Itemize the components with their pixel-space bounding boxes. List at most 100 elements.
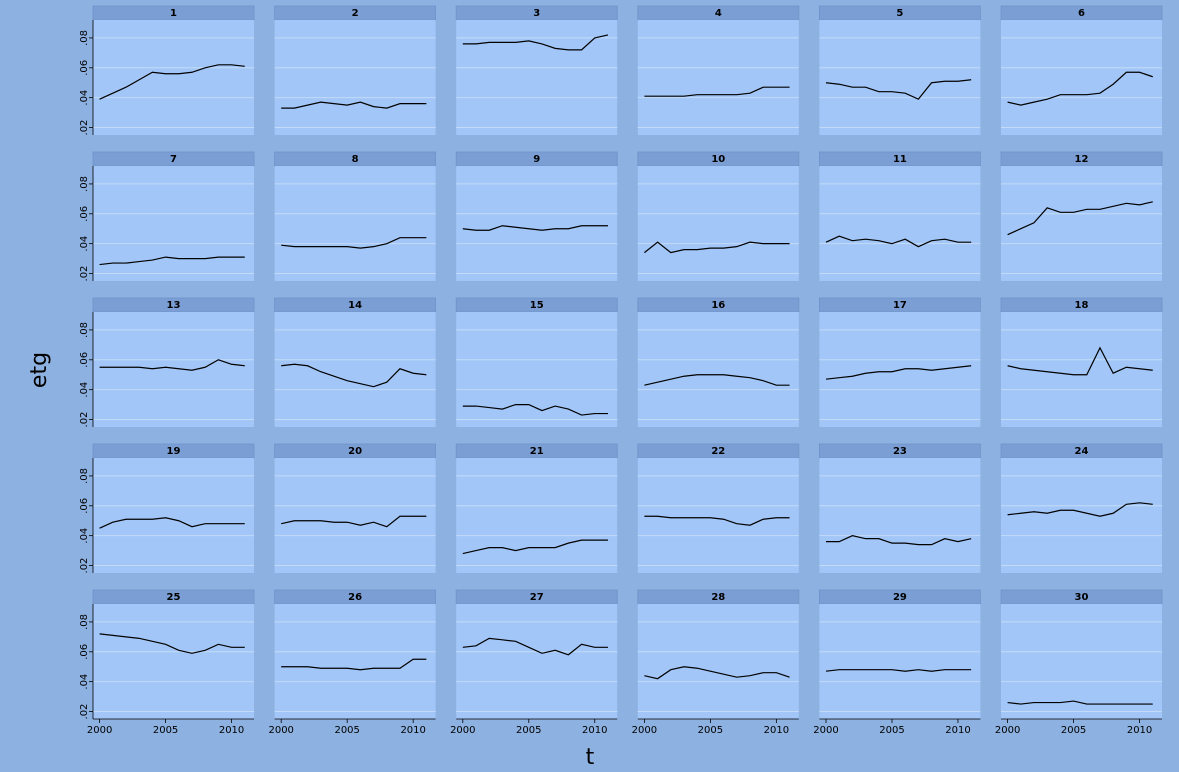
x-tick-label: 2010 bbox=[219, 725, 244, 736]
series-line bbox=[99, 256, 245, 266]
panel-title: 19 bbox=[167, 446, 181, 457]
x-tick-label: 2000 bbox=[995, 725, 1020, 736]
panel-title: 4 bbox=[715, 8, 722, 19]
y-tick-label: .04 bbox=[79, 674, 90, 690]
series-line bbox=[462, 34, 609, 51]
series-line bbox=[99, 517, 245, 529]
series-line bbox=[1007, 700, 1153, 705]
plot-area bbox=[637, 312, 799, 427]
y-tick-label: .06 bbox=[79, 644, 90, 660]
series-line bbox=[462, 539, 608, 555]
panel-title: 21 bbox=[530, 446, 544, 457]
plot-area bbox=[274, 458, 436, 573]
plot-area bbox=[93, 166, 254, 281]
plot-area bbox=[93, 458, 254, 573]
panel-title: 14 bbox=[348, 300, 362, 311]
x-tick-label: 2000 bbox=[87, 725, 112, 736]
panel-title: 24 bbox=[1075, 446, 1089, 457]
panel-title: 23 bbox=[893, 446, 907, 457]
x-tick-label: 2000 bbox=[450, 725, 475, 736]
x-tick-label: 2010 bbox=[582, 725, 607, 736]
x-tick-label: 2000 bbox=[268, 725, 293, 736]
panel-title: 18 bbox=[1075, 300, 1089, 311]
x-tick-label: 2010 bbox=[945, 725, 970, 736]
x-tick-label: 2010 bbox=[1127, 725, 1152, 736]
plot-area bbox=[637, 166, 799, 281]
x-tick-label: 2005 bbox=[698, 725, 723, 736]
y-tick-label: .02 bbox=[79, 412, 90, 428]
y-tick-label: .06 bbox=[79, 352, 90, 368]
panel-title: 17 bbox=[893, 300, 907, 311]
y-tick-label: .06 bbox=[79, 498, 90, 514]
panel-title: 1 bbox=[170, 8, 177, 19]
y-tick-label: .02 bbox=[79, 120, 90, 136]
panel-title: 13 bbox=[167, 300, 181, 311]
y-tick-label: .08 bbox=[79, 322, 90, 338]
y-tick-label: .04 bbox=[79, 382, 90, 398]
plot-area bbox=[1001, 458, 1162, 573]
y-tick-label: .04 bbox=[79, 528, 90, 544]
plot-area bbox=[456, 20, 618, 135]
panel-title: 5 bbox=[896, 8, 903, 19]
panel-title: 10 bbox=[711, 154, 725, 165]
series-line bbox=[825, 79, 972, 100]
plot-area bbox=[93, 312, 254, 427]
series-line bbox=[825, 235, 972, 248]
plot-area bbox=[637, 20, 799, 135]
panel-title: 11 bbox=[893, 154, 907, 165]
series-line bbox=[644, 515, 790, 526]
y-tick-label: .06 bbox=[79, 206, 90, 222]
panel-title: 12 bbox=[1075, 154, 1089, 165]
y-tick-label: .08 bbox=[79, 468, 90, 484]
plot-area bbox=[637, 458, 799, 573]
series-line bbox=[1007, 201, 1153, 236]
series-line bbox=[644, 241, 790, 254]
series-line bbox=[281, 363, 427, 388]
series-line bbox=[644, 666, 790, 680]
plot-area bbox=[1001, 604, 1162, 719]
panel-title: 27 bbox=[530, 592, 544, 603]
panel-title: 8 bbox=[352, 154, 359, 165]
series-line bbox=[1007, 502, 1153, 517]
plot-area bbox=[819, 604, 981, 719]
x-tick-label: 2005 bbox=[153, 725, 178, 736]
series-line bbox=[644, 86, 790, 97]
series-line bbox=[99, 359, 245, 371]
x-tick-label: 2005 bbox=[879, 725, 904, 736]
series-line bbox=[462, 225, 608, 231]
plot-area bbox=[456, 604, 618, 719]
y-tick-label: .02 bbox=[79, 704, 90, 720]
panel-title: 28 bbox=[711, 592, 725, 603]
plot-area bbox=[456, 312, 618, 427]
plot-area bbox=[637, 604, 799, 719]
y-tick-label: .02 bbox=[79, 558, 90, 574]
series-line bbox=[281, 658, 427, 671]
y-tick-label: .08 bbox=[79, 30, 90, 46]
x-tick-label: 2000 bbox=[813, 725, 838, 736]
x-tick-label: 2010 bbox=[400, 725, 425, 736]
x-tick-label: 2005 bbox=[334, 725, 359, 736]
series-line bbox=[99, 64, 245, 100]
y-tick-label: .02 bbox=[79, 266, 90, 282]
panel-title: 22 bbox=[711, 446, 725, 457]
panel-title: 9 bbox=[533, 154, 540, 165]
panel-title: 3 bbox=[533, 8, 540, 19]
plot-area bbox=[456, 166, 618, 281]
x-tick-label: 2000 bbox=[632, 725, 657, 736]
panel-title: 6 bbox=[1078, 8, 1085, 19]
plot-area bbox=[1001, 166, 1162, 281]
y-tick-label: .04 bbox=[79, 90, 90, 106]
series-line bbox=[281, 237, 427, 249]
series-line bbox=[826, 535, 972, 546]
x-tick-label: 2005 bbox=[516, 725, 541, 736]
series-line bbox=[825, 669, 972, 672]
plot-area bbox=[274, 166, 436, 281]
series-line bbox=[462, 637, 608, 656]
y-tick-label: .08 bbox=[79, 176, 90, 192]
series-line bbox=[825, 365, 972, 380]
panel-title: 30 bbox=[1075, 592, 1089, 603]
panel-title: 7 bbox=[170, 154, 177, 165]
series-line bbox=[99, 633, 245, 654]
plot-area bbox=[456, 458, 618, 573]
